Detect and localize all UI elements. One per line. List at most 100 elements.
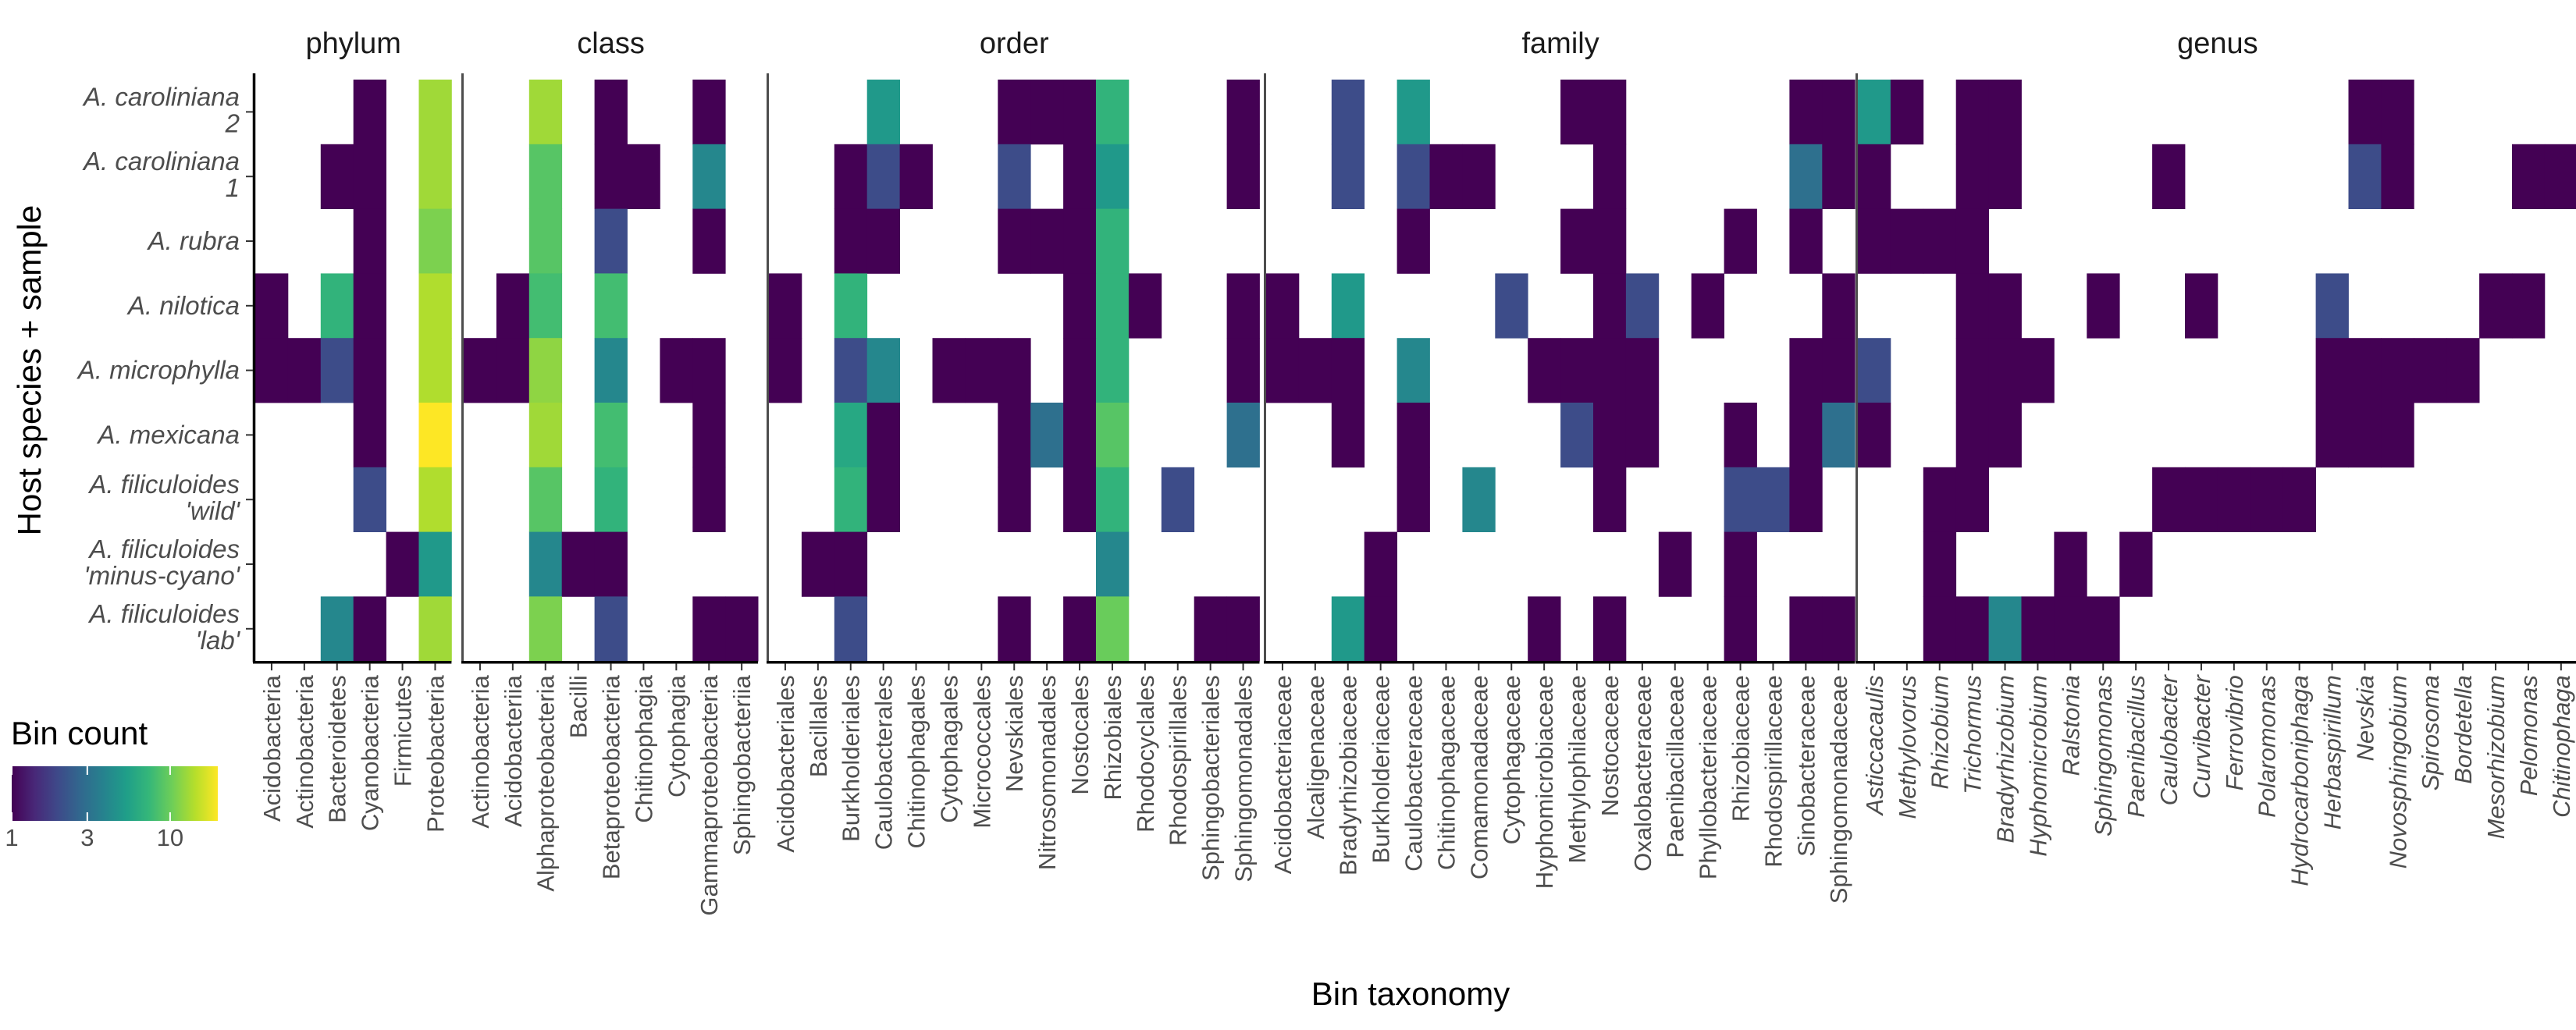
cell-order-nostocales-row4: [1063, 273, 1097, 339]
cell-order-caulobacterales-row5: [866, 338, 900, 403]
cell-genus-nevskia-row2: [2348, 144, 2382, 209]
cell-genus-nevskia-row1: [2348, 80, 2382, 145]
cell-family-rhodospirillaceae-row7: [1756, 467, 1790, 532]
cell-class-cytophagia-row5: [660, 338, 693, 403]
cell-class-bacilli-row8: [561, 531, 595, 597]
cell-order-sphingomonadales-row1: [1226, 80, 1260, 145]
cell-class-actinobacteria-row5: [464, 338, 497, 403]
cell-order-nostocales-row2: [1063, 144, 1097, 209]
x-tick-label-pelomonas: Pelomonas: [2515, 675, 2542, 796]
cell-order-sphingomonadales-row4: [1226, 273, 1260, 339]
cell-phylum-cyanobacteria-row5: [353, 338, 386, 403]
y-axis-title: Host species + sample: [11, 205, 48, 536]
x-tick-label-sphingomonadales: Sphingomonadales: [1230, 675, 1258, 882]
cell-phylum-cyanobacteria-row3: [353, 208, 386, 274]
cell-class-gammaproteobacteria-row7: [692, 467, 726, 532]
cell-order-nostocales-row1: [1063, 80, 1097, 145]
panel-title-family: family: [1521, 27, 1599, 60]
cell-genus-hyphomicrobium-row9: [2021, 596, 2055, 662]
cell-order-burkholderiales-row7: [834, 467, 868, 532]
cell-family-sinobacteraceae-row9: [1789, 596, 1823, 662]
cell-family-sinobacteraceae-row2: [1789, 144, 1823, 209]
x-tick-label-rhizobiales: Rhizobiales: [1099, 675, 1126, 800]
cell-phylum-bacteroidetes-row4: [320, 273, 354, 339]
cell-genus-bordetella-row5: [2446, 338, 2480, 403]
cell-order-nevskiales-row6: [998, 403, 1031, 468]
x-tick-label-methylovorus: Methylovorus: [1894, 675, 1921, 819]
x-tick-label-bradyrhizobium: Bradyrhizobium: [1992, 675, 2019, 843]
cell-genus-sphingomonas-row9: [2087, 596, 2120, 662]
cell-family-oxalobacteraceae-row5: [1625, 338, 1660, 403]
cell-class-alphaproteobacteria-row4: [528, 273, 563, 339]
cell-order-caulobacterales-row7: [866, 467, 900, 532]
cell-family-nostocaceae-row7: [1593, 467, 1627, 532]
cell-order-sphingomonadales-row2: [1226, 144, 1260, 209]
panel-title-phylum: phylum: [305, 27, 401, 60]
cell-family-alcaligenaceae-row5: [1298, 338, 1332, 403]
cell-family-oxalobacteraceae-row6: [1625, 403, 1660, 468]
cell-genus-hyphomicrobium-row5: [2021, 338, 2055, 403]
cell-family-methylophilaceae-row3: [1560, 208, 1594, 274]
cell-family-bradyrhizobiaceae-row6: [1331, 403, 1365, 468]
cell-genus-methylovorus-row3: [1890, 208, 1924, 274]
cell-genus-paenibacillus-row8: [2119, 531, 2153, 597]
cell-genus-mesorhizobium-row4: [2479, 273, 2513, 339]
cell-family-nostocaceae-row3: [1593, 208, 1627, 274]
cell-genus-bradyrhizobium-row9: [1988, 596, 2022, 662]
cell-order-rhizobiales-row2: [1096, 144, 1130, 209]
cell-family-sphingomonadaceae-row6: [1822, 403, 1856, 468]
cell-family-caulobacteraceae-row3: [1397, 208, 1430, 274]
x-tick-label-hydrocarboniphaga: Hydrocarboniphaga: [2286, 675, 2314, 886]
cell-genus-pelomonas-row4: [2512, 273, 2546, 339]
cell-genus-pelomonas-row2: [2512, 144, 2546, 209]
cell-order-nevskiales-row3: [998, 208, 1031, 274]
cell-family-sphingomonadaceae-row2: [1822, 144, 1856, 209]
cell-genus-trichormus-row9: [1955, 596, 1989, 662]
cell-family-sphingomonadaceae-row5: [1822, 338, 1856, 403]
cell-genus-novosphingobium-row5: [2381, 338, 2414, 403]
cell-order-bacillales-row8: [801, 531, 835, 597]
cell-class-acidobacteriia-row4: [496, 273, 530, 339]
x-tick-label-actinobacteria: Actinobacteria: [467, 674, 494, 828]
cell-family-paenibacillaceae-row8: [1658, 531, 1692, 597]
x-tick-label-comamonadaceae: Comamonadaceae: [1465, 675, 1493, 879]
cell-order-caulobacterales-row1: [866, 80, 900, 145]
x-tick-label-chitinophaga: Chitinophaga: [2548, 675, 2575, 818]
cell-genus-chitinophaga-row2: [2544, 144, 2576, 209]
cell-order-nitrosomonadales-row1: [1030, 80, 1064, 145]
x-tick-label-acidobacteriales: Acidobacteriales: [772, 675, 799, 852]
cell-order-nostocales-row6: [1063, 403, 1097, 468]
cell-family-nostocaceae-row9: [1593, 596, 1627, 662]
cell-genus-polaromonas-row7: [2250, 467, 2284, 532]
row-label-a-caroliniana-1-species: A. caroliniana: [82, 147, 240, 176]
x-tick-label-sinobacteraceae: Sinobacteraceae: [1792, 675, 1820, 857]
cell-phylum-proteobacteria-row2: [418, 144, 452, 209]
cell-genus-nevskia-row6: [2348, 403, 2382, 468]
cell-order-cytophagales-row5: [932, 338, 966, 403]
cell-phylum-bacteroidetes-row5: [320, 338, 354, 403]
cell-class-alphaproteobacteria-row2: [528, 144, 563, 209]
cell-family-sphingomonadaceae-row4: [1822, 273, 1856, 339]
x-tick-label-phyllobacteriaceae: Phyllobacteriaceae: [1695, 675, 1722, 879]
axes: [246, 73, 2576, 671]
cell-order-burkholderiales-row5: [834, 338, 868, 403]
cell-order-caulobacterales-row6: [866, 403, 900, 468]
cell-order-burkholderiales-row6: [834, 403, 868, 468]
cell-class-gammaproteobacteria-row3: [692, 208, 726, 274]
x-tick-label-ralstonia: Ralstonia: [2057, 675, 2084, 776]
cell-order-rhodospirillales-row7: [1161, 467, 1195, 532]
cell-order-rhodocyclales-row4: [1128, 273, 1162, 339]
x-tick-label-sphingomonadaceae: Sphingomonadaceae: [1825, 675, 1852, 904]
cell-family-methylophilaceae-row6: [1560, 403, 1594, 468]
cell-order-burkholderiales-row2: [834, 144, 868, 209]
x-tick-label-oxalobacteraceae: Oxalobacteraceae: [1629, 675, 1656, 872]
cell-family-caulobacteraceae-row1: [1397, 80, 1430, 145]
cell-genus-herbaspirillum-row5: [2315, 338, 2349, 403]
cell-genus-bradyrhizobium-row1: [1988, 80, 2022, 145]
cell-family-caulobacteraceae-row5: [1397, 338, 1430, 403]
cell-family-rhizobiaceae-row7: [1724, 467, 1757, 532]
cell-family-methylophilaceae-row1: [1560, 80, 1594, 145]
cell-family-caulobacteraceae-row2: [1397, 144, 1430, 209]
cell-order-rhizobiales-row5: [1096, 338, 1130, 403]
row-label-a-mexicana: A. mexicana: [96, 420, 240, 449]
